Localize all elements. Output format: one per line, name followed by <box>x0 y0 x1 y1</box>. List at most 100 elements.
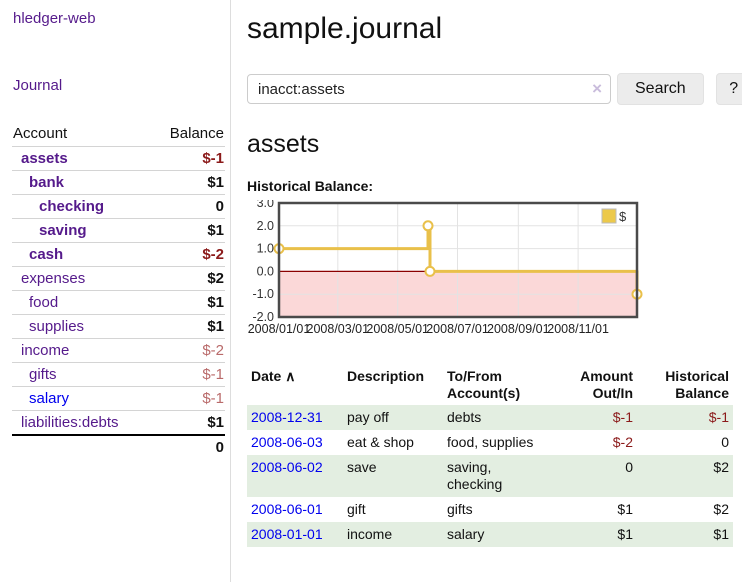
svg-text:0.0: 0.0 <box>257 264 274 278</box>
transaction-balance: $2 <box>713 501 729 517</box>
svg-text:-2.0: -2.0 <box>252 310 274 324</box>
svg-text:2008/01/01: 2008/01/01 <box>248 322 311 336</box>
account-link-salary[interactable]: salary <box>29 390 70 407</box>
app-title-link[interactable]: hledger-web <box>13 10 96 27</box>
search-button[interactable]: Search <box>617 73 704 105</box>
accounts-total-value: 0 <box>215 439 224 456</box>
account-link-assets[interactable]: assets <box>21 150 68 167</box>
svg-text:2008/07/01: 2008/07/01 <box>426 322 489 336</box>
transaction-balance: 0 <box>721 434 729 450</box>
transaction-accounts: food, supplies <box>447 434 534 450</box>
account-balance: $2 <box>207 270 224 287</box>
register-row: 2008-06-02 save saving, checking 0 $2 <box>247 455 733 497</box>
transaction-date-link[interactable]: 2008-06-02 <box>251 459 323 475</box>
chart-svg: $ 3.0 2.0 1.0 0.0 -1.0 -2.0 2008/01/01 2… <box>248 196 643 336</box>
account-row-checking: checking 0 <box>12 194 225 219</box>
amount-column-header: Amount Out/In <box>580 368 633 401</box>
account-balance: $-2 <box>202 246 224 263</box>
legend-label: $ <box>619 209 627 224</box>
transaction-date-link[interactable]: 2008-12-31 <box>251 409 323 425</box>
account-balance: $-1 <box>202 150 224 167</box>
account-balance: $1 <box>207 174 224 191</box>
transaction-amount: $-1 <box>612 409 633 425</box>
transaction-date-link[interactable]: 2008-06-03 <box>251 434 323 450</box>
help-button[interactable]: ? <box>715 73 742 105</box>
transaction-description: gift <box>347 501 366 517</box>
account-link-food[interactable]: food <box>29 294 59 311</box>
accounts-total-row: 0 <box>12 434 225 459</box>
account-row-saving: saving $1 <box>12 218 225 243</box>
transaction-accounts: gifts <box>447 501 473 517</box>
account-link-income[interactable]: income <box>21 342 70 359</box>
date-column-header: Date ∧ <box>247 365 343 405</box>
balance-column-header: Historical Balance <box>665 368 729 401</box>
accounts-header-row: Account Balance <box>12 121 225 147</box>
account-balance: $-2 <box>202 342 224 359</box>
svg-text:-1.0: -1.0 <box>252 287 274 301</box>
account-link-gifts[interactable]: gifts <box>29 366 57 383</box>
y-axis-tick-labels: 3.0 2.0 1.0 0.0 -1.0 -2.0 <box>252 196 274 324</box>
account-balance: 0 <box>215 198 224 215</box>
sidebar-item-journal[interactable]: Journal <box>13 77 63 94</box>
transaction-description: income <box>347 526 393 542</box>
account-balance: $-1 <box>202 390 224 407</box>
sidebar: hledger-web Journal Account Balance asse… <box>0 0 231 582</box>
account-balance: $1 <box>207 414 224 431</box>
transaction-accounts: saving, checking <box>447 459 503 492</box>
account-link-expenses[interactable]: expenses <box>21 270 86 287</box>
chart-legend: $ <box>601 208 627 224</box>
account-link-liabilities-debts[interactable]: liabilities:debts <box>21 414 119 431</box>
accounts-column-header: To/From Account(s) <box>447 368 521 401</box>
account-link-cash[interactable]: cash <box>29 246 64 263</box>
account-balance: $1 <box>207 294 224 311</box>
transaction-balance: $2 <box>713 459 729 475</box>
account-column-header: Account <box>13 125 68 142</box>
chart-border <box>277 201 639 319</box>
svg-text:2008/03/01: 2008/03/01 <box>307 322 370 336</box>
svg-text:2.0: 2.0 <box>257 219 274 233</box>
clear-search-icon[interactable]: × <box>592 79 602 98</box>
svg-text:2008/11/01: 2008/11/01 <box>547 322 609 336</box>
svg-text:1.0: 1.0 <box>257 242 274 256</box>
legend-swatch <box>601 208 617 224</box>
transaction-balance: $1 <box>713 526 729 542</box>
register-header-row: Date ∧ Description To/From Account(s) Am… <box>247 365 733 405</box>
account-row-expenses: expenses $2 <box>12 266 225 291</box>
account-row-income: income $-2 <box>12 338 225 363</box>
svg-text:2008/09/01: 2008/09/01 <box>487 322 550 336</box>
svg-text:3.0: 3.0 <box>257 200 274 210</box>
x-axis-tick-labels: 2008/01/01 2008/03/01 2008/05/01 2008/07… <box>248 322 609 336</box>
historical-balance-chart: $ 3.0 2.0 1.0 0.0 -1.0 -2.0 2008/01/01 2… <box>247 196 742 349</box>
svg-text:2008/05/01: 2008/05/01 <box>366 322 429 336</box>
transaction-date-link[interactable]: 2008-06-01 <box>251 501 323 517</box>
search-input[interactable] <box>247 74 611 104</box>
account-balance: $-1 <box>202 366 224 383</box>
register-row: 2008-01-01 income salary $1 $1 <box>247 522 733 547</box>
main-content: sample.journal × Search ? assets Histori… <box>231 0 742 582</box>
register-row: 2008-06-01 gift gifts $1 $2 <box>247 497 733 522</box>
search-bar: × Search ? <box>247 73 742 105</box>
account-link-checking[interactable]: checking <box>39 198 105 215</box>
transaction-amount: $1 <box>617 501 633 517</box>
account-row-liabilities-debts: liabilities:debts $1 <box>12 410 225 435</box>
account-row-cash: cash $-2 <box>12 242 225 267</box>
register-row: 2008-12-31 pay off debts $-1 $-1 <box>247 405 733 430</box>
transaction-amount: $-2 <box>612 434 633 450</box>
transaction-amount: $1 <box>617 526 633 542</box>
account-link-supplies[interactable]: supplies <box>29 318 85 335</box>
account-link-bank[interactable]: bank <box>29 174 65 191</box>
account-link-saving[interactable]: saving <box>39 222 87 239</box>
account-balance: $1 <box>207 318 224 335</box>
account-row-food: food $1 <box>12 290 225 315</box>
transaction-accounts: debts <box>447 409 482 425</box>
register-row: 2008-06-03 eat & shop food, supplies $-2… <box>247 430 733 455</box>
transaction-accounts: salary <box>447 526 485 542</box>
account-row-salary: salary $-1 <box>12 386 225 411</box>
transaction-amount: 0 <box>625 459 633 475</box>
balance-series-points <box>273 220 643 300</box>
description-column-header: Description <box>347 368 425 384</box>
accounts-balance-table: Account Balance assets $-1 bank $1 check… <box>12 121 225 459</box>
transaction-date-link[interactable]: 2008-01-01 <box>251 526 323 542</box>
transaction-balance: $-1 <box>708 409 729 425</box>
account-row-bank: bank $1 <box>12 170 225 195</box>
